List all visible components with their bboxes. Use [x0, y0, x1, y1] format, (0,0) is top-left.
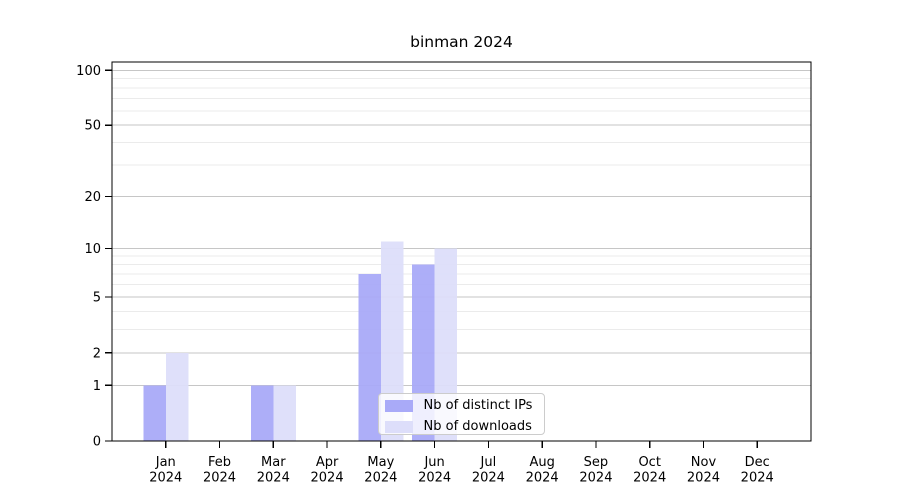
svg-text:May: May: [367, 455, 394, 470]
svg-text:100: 100: [76, 64, 101, 79]
svg-text:Feb: Feb: [208, 455, 231, 470]
svg-text:Nov: Nov: [691, 455, 717, 470]
svg-text:50: 50: [84, 119, 101, 134]
legend: Nb of distinct IPs Nb of downloads: [377, 392, 545, 435]
svg-text:Oct: Oct: [638, 455, 660, 470]
svg-text:2024: 2024: [579, 471, 612, 486]
svg-text:Jun: Jun: [423, 455, 444, 470]
legend-label-downloads: Nb of downloads: [423, 419, 532, 434]
svg-text:2024: 2024: [418, 471, 451, 486]
svg-text:2024: 2024: [311, 471, 344, 486]
svg-text:2024: 2024: [364, 471, 397, 486]
svg-text:Jan: Jan: [155, 455, 176, 470]
svg-text:Apr: Apr: [316, 455, 339, 470]
svg-text:2024: 2024: [687, 471, 720, 486]
svg-text:2024: 2024: [472, 471, 505, 486]
legend-item-downloads: Nb of downloads: [384, 419, 544, 435]
svg-text:Dec: Dec: [745, 455, 770, 470]
svg-text:Sep: Sep: [584, 455, 609, 470]
svg-text:2024: 2024: [149, 471, 182, 486]
svg-text:Jul: Jul: [480, 455, 497, 470]
svg-text:2024: 2024: [526, 471, 559, 486]
svg-text:Aug: Aug: [529, 455, 554, 470]
svg-text:2024: 2024: [203, 471, 236, 486]
svg-text:10: 10: [84, 242, 101, 257]
legend-label-distinct-ips: Nb of distinct IPs: [423, 398, 533, 413]
svg-text:2024: 2024: [741, 471, 774, 486]
svg-text:2024: 2024: [633, 471, 666, 486]
svg-text:Mar: Mar: [261, 455, 286, 470]
svg-text:2: 2: [93, 346, 101, 361]
svg-text:1: 1: [93, 379, 101, 394]
legend-swatch-distinct-ips: [384, 399, 413, 412]
svg-text:20: 20: [84, 190, 101, 205]
chart-title: binman 2024: [410, 33, 513, 51]
legend-swatch-downloads: [384, 420, 413, 433]
legend-item-distinct-ips: Nb of distinct IPs: [384, 398, 544, 414]
svg-text:5: 5: [93, 291, 101, 306]
svg-text:2024: 2024: [257, 471, 290, 486]
svg-text:0: 0: [93, 435, 101, 450]
